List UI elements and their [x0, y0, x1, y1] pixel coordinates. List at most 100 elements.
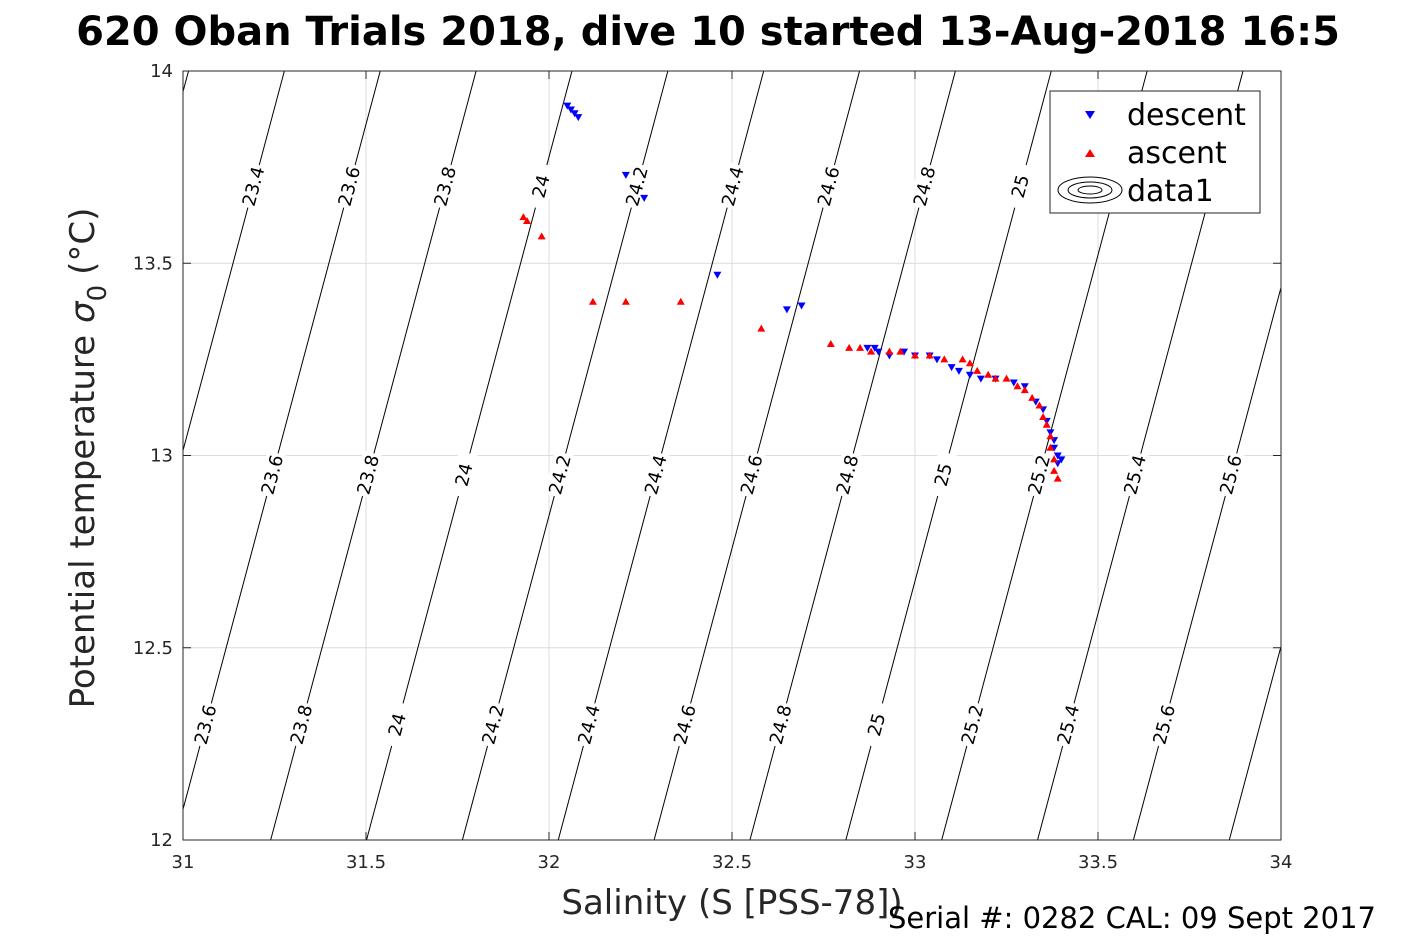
contour-label-bg	[572, 700, 606, 749]
ascent-point	[1042, 420, 1051, 428]
ascent-point	[867, 347, 876, 355]
ascent-point	[621, 297, 630, 305]
contour-label-bg	[735, 450, 768, 499]
ascent-point	[757, 324, 766, 332]
density-contour-label: 25.2	[1022, 450, 1056, 499]
axis-ticks: 31 31.5 32 32.5 33 33.5 34 12 12.5 13 13.5 14	[133, 61, 1293, 873]
x-tick-label: 33.5	[1078, 852, 1118, 873]
ascent-point	[1050, 466, 1059, 474]
y-tick-label: 12.5	[133, 638, 173, 659]
contour-label-bg	[428, 162, 462, 211]
x-tick-label: 31	[172, 852, 195, 873]
ascent-point	[845, 343, 854, 351]
x-tick-label: 31.5	[346, 852, 386, 873]
legend-data1-label: data1	[1127, 174, 1214, 209]
legend-descent-label: descent	[1127, 98, 1246, 133]
ascent-point	[1050, 455, 1059, 463]
contour-label-bg	[639, 450, 673, 499]
descent-point	[797, 302, 806, 310]
legend-descent-marker	[1085, 111, 1095, 119]
ascent-point	[911, 351, 919, 359]
legend-contour-icon	[1057, 176, 1123, 204]
legend-box	[1049, 90, 1261, 214]
contour-label-bg	[1022, 450, 1056, 499]
x-tick-label: 33	[904, 852, 927, 873]
contour-label-bg	[381, 700, 414, 749]
contour-label-bg	[812, 162, 846, 211]
descent-point	[954, 367, 963, 375]
ascent-point	[925, 351, 934, 359]
y-tick-label: 14	[150, 61, 173, 82]
ascent-point	[973, 366, 982, 374]
descent-point	[976, 375, 985, 383]
ascent-point	[519, 213, 528, 221]
contour-label-bg	[237, 162, 270, 211]
contour-label-bg	[1052, 700, 1085, 749]
contour-label-bg	[1214, 450, 1248, 499]
contour-label-bg	[860, 700, 893, 749]
density-contour-label: 24.2	[476, 700, 510, 749]
ascent-point	[1053, 474, 1062, 482]
legend: descent ascent data1	[1049, 90, 1261, 214]
descent-point	[621, 171, 630, 179]
contour-label-bg	[524, 162, 558, 211]
contour-label-bg	[285, 700, 318, 749]
descent-point	[782, 306, 791, 314]
contour-label-bg	[256, 450, 289, 499]
legend-ascent-marker	[1085, 149, 1095, 157]
ascent-point	[1035, 401, 1044, 409]
descent-point	[870, 344, 879, 352]
descent-point	[570, 110, 579, 118]
descent-point	[965, 371, 974, 379]
y-axis-label-text: Potential temperature	[63, 335, 103, 708]
descent-point	[563, 102, 572, 110]
descent-point	[1053, 452, 1062, 460]
descent-point	[874, 348, 883, 356]
contour-label-bg	[668, 700, 702, 749]
descent-point	[863, 344, 872, 352]
density-contour-label: 24.8	[831, 450, 864, 499]
ascent-point	[991, 374, 1000, 382]
ascent-point	[523, 216, 532, 224]
legend-ascent-label: ascent	[1127, 136, 1227, 171]
ascent-point	[1020, 386, 1029, 394]
x-tick-label: 34	[1270, 852, 1293, 873]
contour-label-bg	[764, 700, 798, 749]
contour-label-bg	[927, 450, 960, 499]
ascent-point	[965, 359, 974, 367]
x-tick-label: 32	[538, 852, 561, 873]
density-contour-line	[1228, 644, 1281, 840]
ascent-point	[1046, 443, 1055, 451]
x-axis-label: Salinity (S [PSS-78])	[561, 883, 902, 923]
contour-label-bg	[189, 700, 222, 749]
contour-label-bg	[333, 162, 366, 211]
contour-label-bg	[1147, 700, 1181, 749]
ascent-point	[1013, 382, 1022, 390]
ascent-point	[856, 343, 865, 351]
chart-title: 620 Oban Trials 2018, dive 10 started 13…	[76, 9, 1340, 55]
ascent-point	[1046, 432, 1055, 440]
ascent-point	[1002, 374, 1011, 382]
y-axis-label-unit: (°C)	[63, 208, 103, 275]
descent-point	[574, 114, 583, 122]
contour-label-bg	[476, 700, 510, 749]
descent-point	[640, 194, 649, 202]
ascent-point	[1039, 413, 1048, 421]
density-contour-label: 25	[927, 450, 960, 499]
contour-label-bg	[831, 450, 864, 499]
ascent-point	[588, 297, 597, 305]
descent-point	[932, 356, 941, 364]
y-tick-label: 13	[150, 446, 173, 467]
y-tick-label: 13.5	[133, 253, 173, 274]
descent-point	[1050, 444, 1059, 452]
contour-label-bg	[1004, 162, 1037, 211]
y-axis-label: Potential temperature σ0 (°C)	[63, 208, 113, 709]
ascent-point	[1028, 393, 1037, 401]
contour-label-bg	[543, 450, 577, 499]
contour-label-bg	[956, 700, 989, 749]
ascent-point	[537, 232, 546, 240]
y-tick-label: 12	[150, 830, 173, 851]
contour-label-bg	[447, 450, 481, 499]
contour-label-bg	[351, 450, 385, 499]
